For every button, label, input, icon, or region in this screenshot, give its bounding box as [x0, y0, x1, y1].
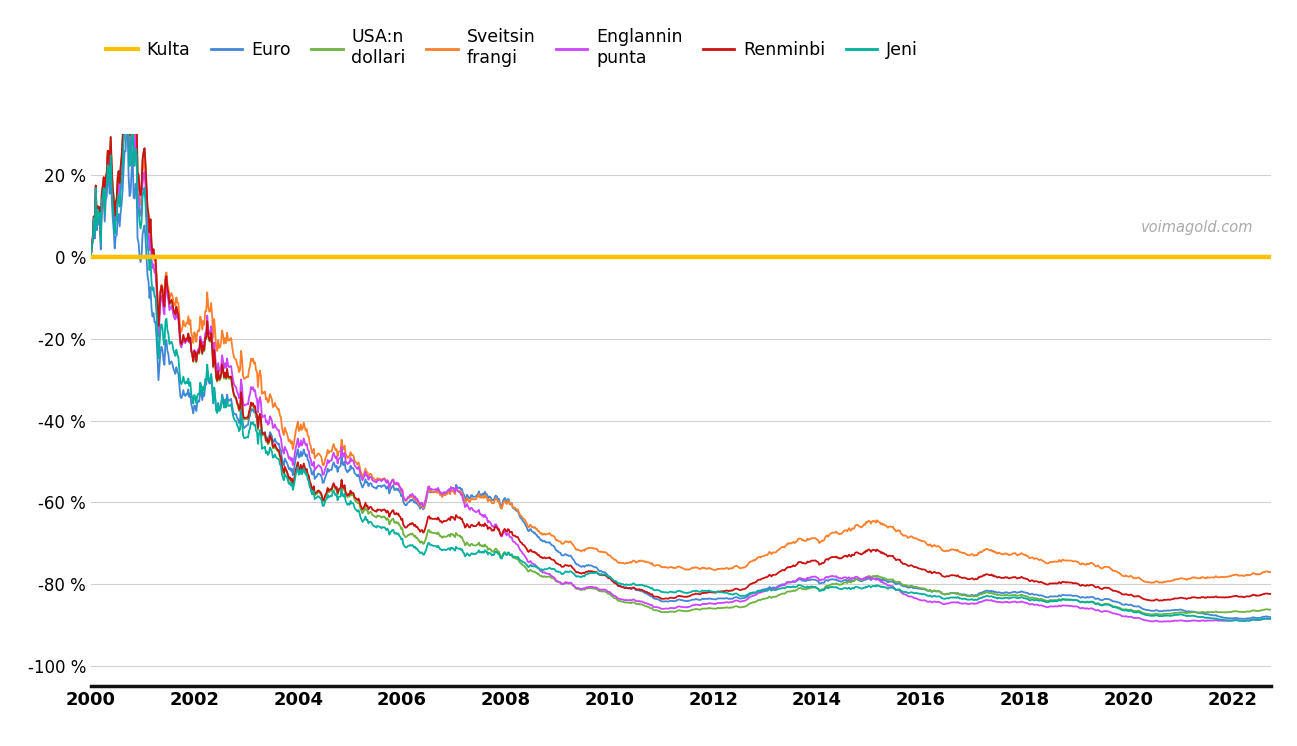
Legend: Kulta, Euro, USA:n
dollari, Sveitsin
frangi, Englannin
punta, Renminbi, Jeni: Kulta, Euro, USA:n dollari, Sveitsin fra… — [100, 22, 925, 74]
Text: voimagold.com: voimagold.com — [1141, 220, 1253, 235]
